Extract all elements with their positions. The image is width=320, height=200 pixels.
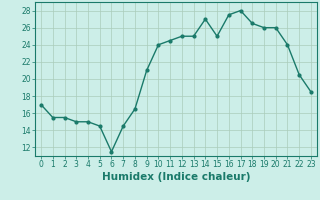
X-axis label: Humidex (Indice chaleur): Humidex (Indice chaleur): [102, 172, 250, 182]
